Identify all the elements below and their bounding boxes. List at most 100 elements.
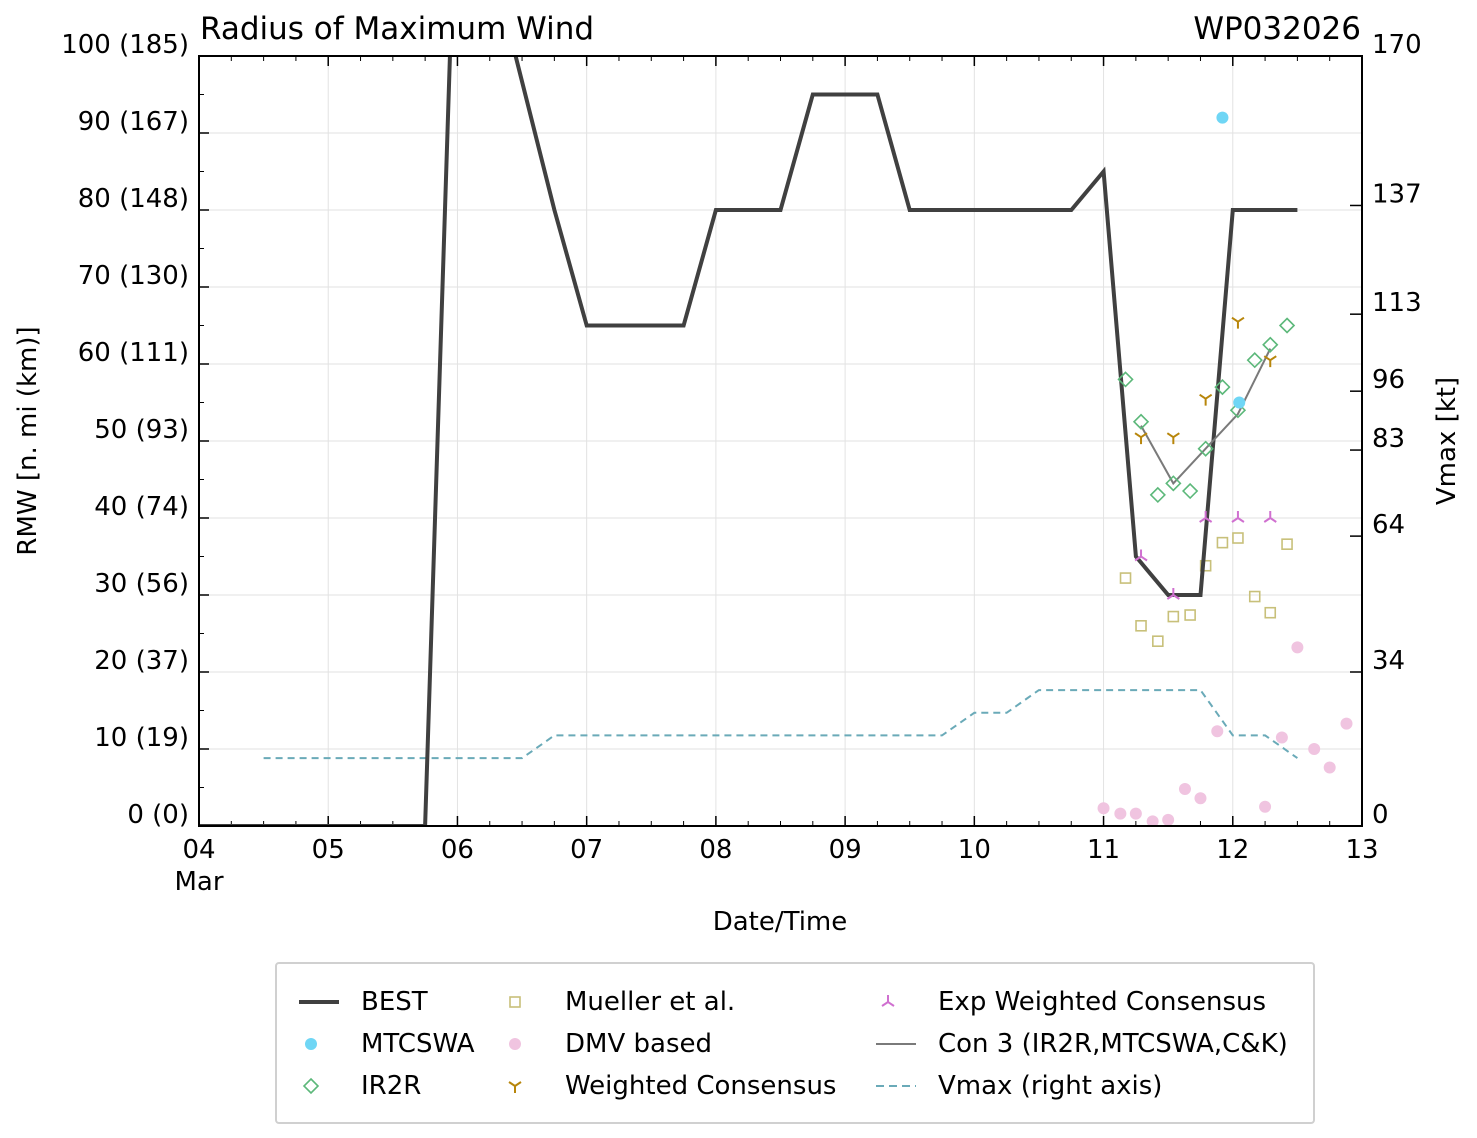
y-tick-label: 80 (148): [78, 184, 189, 214]
y-tick-label: 20 (37): [94, 646, 189, 676]
point-ir2r: [1197, 440, 1214, 457]
x-tick-label: 05: [312, 835, 345, 865]
legend-label: Mueller et al.: [565, 987, 736, 1017]
legend-item-exp-weighted-consensus: Exp Weighted Consensus: [874, 987, 1266, 1017]
legend-item-mueller: Mueller et al.: [501, 987, 735, 1017]
point-weighted-consensus: [1134, 432, 1148, 445]
point-dmv-based: [1323, 761, 1336, 774]
legend-label: Exp Weighted Consensus: [938, 987, 1267, 1017]
point-mueller-et-al: [1281, 538, 1293, 550]
legend-square-icon: [509, 996, 521, 1008]
point-ir2r: [1262, 336, 1279, 353]
point-dmv-based: [1129, 807, 1142, 820]
legend: BEST MTCSWA IR2R Mueller et al. DMV base…: [275, 962, 1315, 1124]
point-ir2r: [1182, 482, 1199, 500]
point-ir2r: [1278, 317, 1296, 334]
y-tick-label: 50 (93): [94, 415, 189, 445]
y-tick-label: 90 (167): [78, 107, 189, 137]
y-tick-label: 10 (19): [94, 723, 189, 753]
y-right-tick-label: 170: [1372, 30, 1422, 60]
point-dmv-based: [1178, 783, 1191, 796]
legend-label: Con 3 (IR2R,MTCSWA,C&K): [938, 1029, 1288, 1059]
data-series: [199, 56, 1353, 826]
series-line-vmax-right-axis: [263, 689, 1298, 760]
x-tick-label: 10: [958, 835, 991, 865]
point-dmv-based: [1291, 641, 1304, 654]
point-weighted-consensus: [1263, 355, 1277, 368]
legend-dashed-line-icon: [876, 1085, 916, 1087]
legend-label: DMV based: [565, 1029, 712, 1059]
point-dmv-based: [1114, 807, 1127, 820]
legend-label: MTCSWA: [361, 1029, 475, 1059]
y-tick-label: 60 (111): [78, 338, 189, 368]
x-axis-label: Date/Time: [713, 907, 848, 937]
point-mueller-et-al: [1264, 606, 1277, 619]
legend-label: IR2R: [361, 1071, 422, 1101]
y-right-tick-label: 64: [1372, 510, 1405, 540]
point-dmv-based: [1340, 717, 1353, 730]
point-mueller-et-al: [1248, 590, 1261, 603]
x-tick-label: 12: [1216, 835, 1249, 865]
x-tick-sublabel: Mar: [174, 867, 223, 897]
legend-line-icon: [876, 1043, 916, 1045]
legend-label: BEST: [361, 987, 428, 1017]
storm-id: WP032026: [1193, 11, 1361, 47]
point-mueller-et-al: [1135, 619, 1147, 632]
legend-item-ir2r: IR2R: [297, 1071, 421, 1101]
y-tick-label: 30 (56): [94, 569, 189, 599]
y-tick-label: 100 (185): [61, 30, 189, 60]
point-ir2r: [1132, 413, 1150, 430]
x-tick-label: 11: [1087, 835, 1120, 865]
legend-item-dmv: DMV based: [501, 1029, 712, 1059]
legend-line-icon: [299, 1000, 339, 1004]
x-tick-label: 13: [1345, 835, 1378, 865]
point-exp-weighted-consensus: [1263, 511, 1277, 523]
y-tick-label: 70 (130): [78, 261, 189, 291]
x-tick-label: 07: [570, 835, 603, 865]
x-tick-label: 09: [829, 835, 862, 865]
y-right-tick-label: 96: [1372, 365, 1405, 395]
point-dmv-based: [1308, 743, 1321, 755]
legend-circle-icon: [305, 1038, 317, 1050]
y-axis-label: RMW [n. mi (km)]: [13, 326, 43, 555]
point-ir2r: [1165, 475, 1182, 492]
series-group: [199, 56, 1353, 826]
point-mueller-et-al: [1152, 635, 1164, 648]
plot-frame: [198, 55, 1363, 827]
point-ir2r: [1149, 486, 1166, 504]
legend-tri-up-icon: [881, 995, 895, 1007]
legend-diamond-icon: [302, 1077, 320, 1095]
point-exp-weighted-consensus: [1231, 511, 1245, 523]
y-tick-label: 40 (74): [94, 492, 189, 522]
point-dmv-based: [1146, 815, 1159, 826]
legend-label: Weighted Consensus: [565, 1071, 837, 1101]
legend-item-mtcswa: MTCSWA: [297, 1029, 475, 1059]
series-line-con-3-ir2r-mtcswa-c-k: [1140, 348, 1272, 486]
point-weighted-consensus: [1166, 432, 1180, 445]
x-tick-label: 04: [182, 835, 215, 865]
point-mueller-et-al: [1167, 610, 1180, 623]
point-mueller-et-al: [1184, 609, 1196, 621]
point-exp-weighted-consensus: [1199, 511, 1213, 523]
point-ir2r: [1117, 371, 1134, 388]
point-dmv-based: [1275, 731, 1288, 744]
point-mueller-et-al: [1232, 532, 1244, 544]
y-right-axis-label: Vmax [kt]: [1432, 377, 1462, 505]
point-ir2r: [1229, 402, 1247, 419]
point-mueller-et-al: [1216, 536, 1229, 549]
x-tick-label: 08: [699, 835, 732, 865]
point-mueller-et-al: [1199, 559, 1212, 572]
y-right-tick-label: 0: [1372, 800, 1389, 830]
legend-item-best: BEST: [297, 987, 428, 1017]
point-weighted-consensus: [1231, 316, 1245, 329]
point-exp-weighted-consensus: [1166, 588, 1180, 600]
legend-item-weighted-consensus: Weighted Consensus: [501, 1071, 836, 1101]
y-right-tick-label: 113: [1372, 288, 1422, 318]
x-tick-label: 06: [441, 835, 474, 865]
legend-label: Vmax (right axis): [938, 1071, 1163, 1101]
chart-title: Radius of Maximum Wind: [200, 11, 594, 47]
legend-tri-down-icon: [508, 1081, 522, 1093]
y-right-tick-label: 34: [1372, 646, 1405, 676]
